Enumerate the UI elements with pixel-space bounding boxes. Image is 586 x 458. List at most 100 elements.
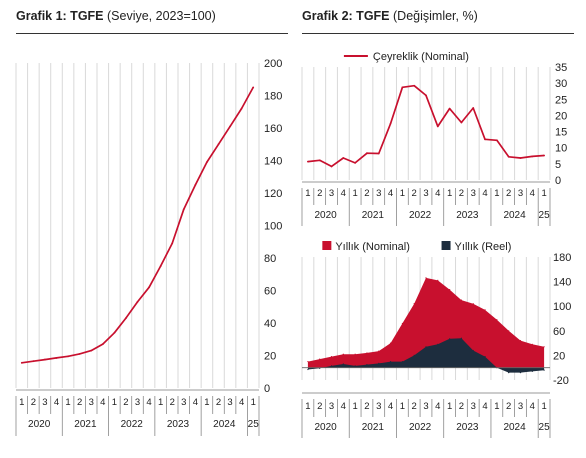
chart2b-quarter-label: 3 [376, 401, 381, 412]
chart2b-nominal-area [307, 277, 545, 368]
chart2b-nominal-area-point [425, 277, 427, 279]
chart2b-reel-area-point [342, 363, 344, 365]
chart1-year-label: 2022 [121, 419, 144, 430]
chart2b-quarter-label: 3 [329, 401, 334, 412]
chart2a-quarter-label: 4 [530, 188, 535, 199]
chart1-ytick-label: 120 [264, 188, 282, 200]
chart1-quarter-label: 2 [31, 397, 36, 408]
chart1-data-point [148, 286, 150, 289]
chart1-quarter-label: 3 [42, 397, 47, 408]
chart1-quarter-label: 1 [204, 397, 209, 408]
chart1-series-line [21, 86, 254, 364]
chart2a-series-line [307, 84, 545, 168]
chart2b-legend-label: Yıllık (Nominal) [335, 241, 410, 253]
chart2b-quarter-label: 4 [435, 401, 440, 412]
chart2b-nominal-area-point [531, 343, 533, 345]
chart2a-data-point [448, 107, 451, 110]
chart2a-quarter-label: 2 [317, 188, 322, 199]
chart1-ytick-label: 40 [264, 318, 276, 330]
chart2a-data-point [401, 86, 404, 89]
chart1-data-point [159, 265, 162, 268]
chart1-data-point [20, 361, 23, 364]
chart2b-quarter-label: 2 [364, 401, 369, 412]
chart1-data-point [44, 358, 46, 361]
chart2b-nominal-area-point [543, 346, 545, 348]
chart2a-ytick-label: 5 [555, 159, 561, 171]
chart1-data-point [240, 107, 243, 110]
chart2b-nominal-area-point [366, 352, 368, 354]
chart2b-nominal-area-point [330, 356, 333, 358]
chart1-quarter-label: 1 [112, 397, 117, 408]
chart2a-quarter-label: 3 [329, 188, 334, 199]
chart2b-reel-area-point [330, 365, 333, 367]
chart1-data-point [32, 360, 35, 363]
chart1-data-point [113, 331, 116, 334]
chart1-quarter-label: 4 [54, 397, 59, 408]
chart2b-nominal-area-point [484, 309, 486, 311]
chart2b-nominal-area-point [508, 330, 510, 332]
chart1-quarter-label: 4 [100, 397, 105, 408]
chart2b-quarter-label: 4 [482, 401, 487, 412]
chart2a-quarter-label: 3 [423, 188, 428, 199]
chart1-ytick-label: 200 [264, 58, 282, 70]
chart1-data-point [194, 183, 197, 186]
chart2b-nominal-area-point [496, 319, 498, 321]
chart2a-quarter-label: 2 [506, 188, 511, 199]
chart2a-quarter-label: 1 [400, 188, 405, 199]
chart2b-reel-area-point [413, 354, 415, 356]
chart1-year-label: 2023 [167, 419, 190, 430]
chart1-ytick-label: 180 [264, 91, 282, 103]
chart1-quarter-label: 1 [65, 397, 70, 408]
chart2b-reel-area-point [307, 368, 309, 371]
chart1-title-rule [16, 33, 288, 34]
chart1-ytick-label: 80 [264, 253, 276, 265]
chart2a-year-label: 2024 [503, 210, 526, 221]
chart2b-quarter-label: 4 [530, 401, 535, 412]
chart2b-reel-area-point [484, 356, 486, 358]
chart1-year-label: 2024 [213, 419, 236, 430]
chart1-ytick-label: 140 [264, 156, 282, 168]
chart2b-nominal-area-point [519, 340, 522, 342]
chart2a-ytick-label: 20 [555, 110, 567, 122]
chart2a-legend-label: Çeyreklik (Nominal) [373, 51, 469, 63]
chart1-quarter-label: 3 [227, 397, 232, 408]
chart1-data-point [182, 208, 185, 211]
chart2a-data-point [507, 155, 510, 158]
chart1-data-point [229, 125, 231, 128]
chart1-data-point [67, 355, 69, 358]
chart2b-reel-area-point [531, 370, 533, 372]
chart2a-data-point [366, 152, 368, 155]
chart2b-quarter-label: 3 [471, 401, 476, 412]
chart1-quarter-label: 4 [146, 397, 151, 408]
chart2a-data-point [318, 159, 321, 162]
chart1-ytick-label: 100 [264, 221, 282, 233]
chart2b-legend-swatch [322, 241, 332, 250]
chart1-data-point [78, 352, 81, 355]
chart2b-quarter-label: 4 [388, 401, 393, 412]
chart2a-data-point [389, 122, 392, 125]
chart1-year-label: 2020 [28, 419, 51, 430]
chart1-quarter-label: 2 [216, 397, 221, 408]
chart1-quarter-label: 1 [19, 397, 24, 408]
chart2a-data-point [425, 94, 427, 97]
chart2b-nominal-area-point [449, 288, 451, 291]
chart2a-quarter-label: 1 [352, 188, 357, 199]
chart2b-legend-swatch [441, 241, 451, 250]
chart2b-reel-area-point [354, 365, 356, 367]
chart2b-legend-label: Yıllık (Reel) [455, 241, 512, 253]
chart2b-reel-area-point [519, 372, 522, 374]
chart2a-quarter-label: 2 [364, 188, 369, 199]
chart2b-year-label: 2020 [314, 422, 337, 433]
chart2b-ytick-label: 180 [553, 252, 571, 264]
chart1-data-point [90, 349, 93, 352]
chart2-title: Grafik 2: TGFE (Değişimler, %) [302, 9, 478, 23]
chart2a-data-point [519, 157, 522, 159]
chart2a-data-point [330, 165, 333, 168]
chart2a-quarter-label: 2 [412, 188, 417, 199]
chart2a-quarter-label: 4 [341, 188, 346, 199]
chart2b-reel-area [307, 338, 545, 373]
chart2b-quarter-label: 1 [305, 401, 310, 412]
chart2b-reel-area-point [366, 364, 368, 366]
chart2b-quarter-label: 1 [352, 401, 357, 412]
chart2a-year-label: 2021 [362, 210, 385, 221]
